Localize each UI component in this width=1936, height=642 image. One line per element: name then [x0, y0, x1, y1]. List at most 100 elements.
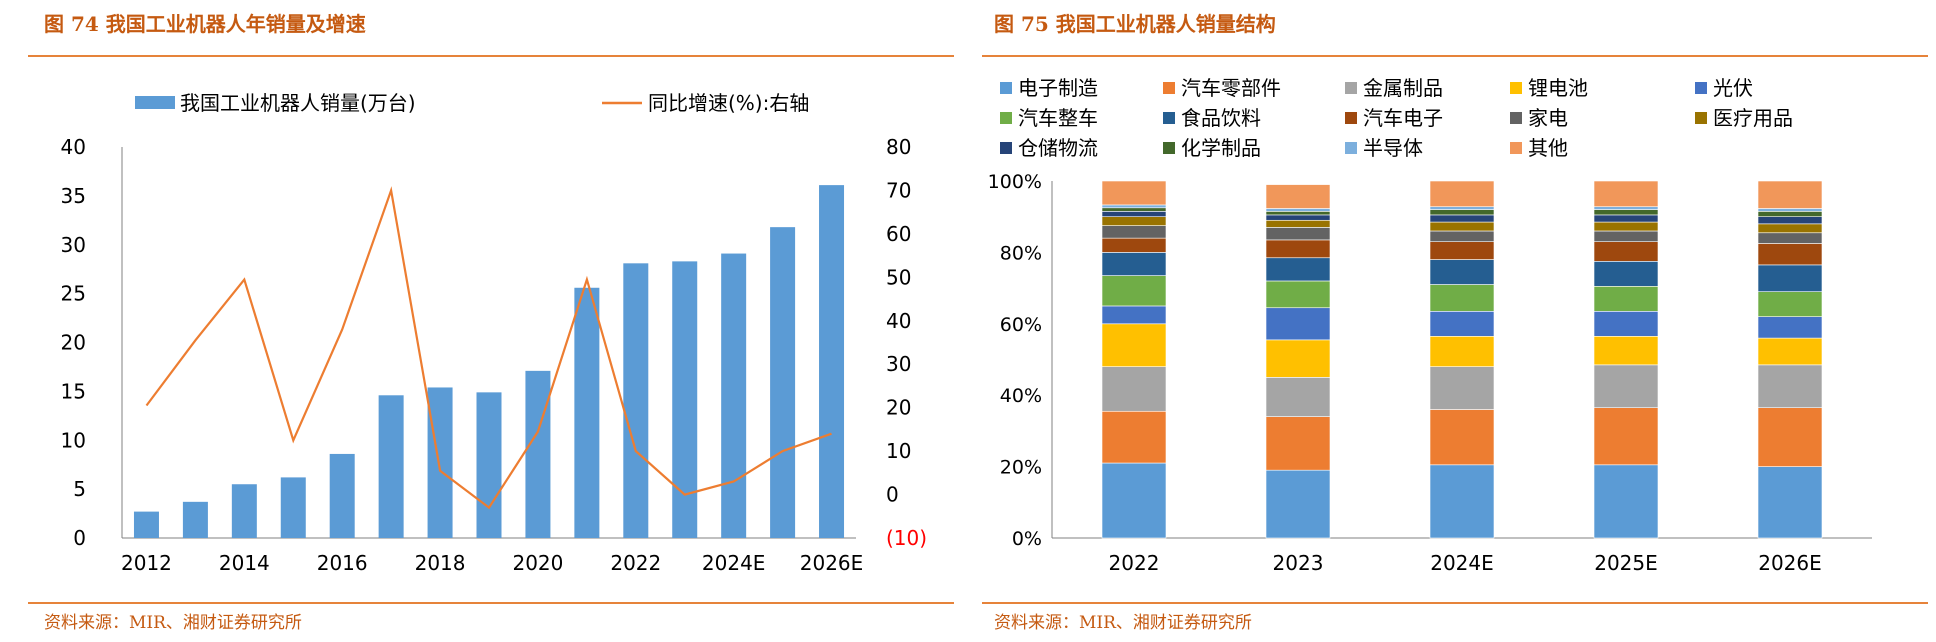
x-tick-label: 2026E [800, 551, 864, 575]
legend-label-growth: 同比增速(%):右轴 [648, 91, 809, 115]
legend-swatch [1510, 112, 1522, 124]
stack-segment [1593, 206, 1659, 210]
left-y-tick-label: 35 [61, 184, 86, 208]
right-y-tick-label: 10 [886, 439, 911, 463]
left-source-rule [28, 602, 954, 604]
stack-x-tick-label: 2022 [1109, 551, 1160, 575]
x-tick-label: 2024E [702, 551, 766, 575]
stack-segment [1593, 407, 1659, 466]
legend-label: 汽车整车 [1018, 106, 1098, 130]
growth-line [145, 186, 832, 510]
legend-label: 电子制造 [1018, 76, 1098, 100]
stack-segment [1757, 291, 1823, 317]
stack-segment [1429, 409, 1495, 466]
stack-segment [1429, 259, 1495, 285]
stack-segment [1593, 230, 1659, 242]
legend-swatch [1510, 82, 1522, 94]
stack-segment [1101, 237, 1167, 253]
x-tick-label: 2014 [219, 551, 270, 575]
stack-segment [1429, 366, 1495, 410]
sales-bar [378, 395, 404, 538]
stack-segment [1593, 464, 1659, 539]
stack-segment [1265, 208, 1331, 212]
stack-segment [1757, 223, 1823, 234]
stack-segment [1101, 462, 1167, 539]
left-y-tick-label: 20 [61, 331, 86, 355]
stack-segment [1757, 364, 1823, 408]
left-chart: 0 5 10 15 20 25 30 35 40 (10) 0 10 20 30 40 50 60 70 80 201… [61, 91, 928, 575]
right-y-tick-label: 60 [886, 222, 911, 246]
stack-segment [1593, 311, 1659, 337]
stack-segment [1265, 257, 1331, 282]
sales-bar [133, 511, 159, 538]
sales-bar [770, 227, 796, 538]
stack-segment [1757, 337, 1823, 366]
stack-segment [1757, 180, 1823, 209]
legend-swatch [1000, 112, 1012, 124]
stack-segment [1101, 225, 1167, 239]
legend-label: 其他 [1528, 136, 1568, 160]
stack-segment [1757, 243, 1823, 266]
stack-x-tick-label: 2026E [1758, 551, 1822, 575]
stack-x-tick-label: 2023 [1273, 551, 1324, 575]
right-y-tick-label: 50 [886, 265, 911, 289]
stack-segment [1429, 284, 1495, 312]
stack-segment [1593, 241, 1659, 262]
legend-label: 光伏 [1713, 76, 1753, 100]
right-source: 资料来源：MIR、湘财证券研究所 [994, 613, 1252, 633]
stack-segment [1101, 216, 1167, 226]
stack-segment [1265, 307, 1331, 341]
legend-label: 汽车零部件 [1181, 76, 1281, 100]
stack-x-tick-label: 2024E [1430, 551, 1494, 575]
x-tick-label: 2022 [610, 551, 661, 575]
stack-segment [1429, 214, 1495, 223]
right-y-tick-label: 70 [886, 178, 911, 202]
stack-segment [1265, 184, 1331, 209]
legend-label: 锂电池 [1528, 76, 1588, 100]
stack-segment [1101, 323, 1167, 367]
stack-segment [1265, 214, 1331, 221]
right-chart-title: 图 75 我国工业机器人销量结构 [994, 12, 1276, 36]
sales-bar [329, 453, 355, 538]
stack-y-tick-label: 0% [1012, 528, 1042, 550]
right-chart: 0% 20% 40% 60% 80% 100% 2022 2023 2024E 2025E 2026… [988, 76, 1872, 575]
legend-swatch [1163, 112, 1175, 124]
legend-swatch [1000, 82, 1012, 94]
stack-segment [1429, 180, 1495, 208]
stack-y-tick-label: 80% [1000, 242, 1042, 264]
legend-label: 化学制品 [1181, 136, 1261, 160]
left-y-tick-label: 5 [73, 477, 86, 501]
legend-label: 金属制品 [1363, 76, 1443, 100]
left-y-tick-label: 40 [61, 135, 86, 159]
stack-segment [1593, 180, 1659, 208]
legend-swatch [1695, 82, 1707, 94]
x-tick-label: 2018 [415, 551, 466, 575]
right-source-rule [982, 602, 1928, 604]
sales-bar [476, 392, 502, 538]
legend-swatch [1163, 82, 1175, 94]
stack-segment [1593, 364, 1659, 408]
sales-bar [182, 501, 208, 538]
stack-y-tick-label: 40% [1000, 385, 1042, 407]
stack-segment [1101, 410, 1167, 464]
left-y-tick-label: 15 [61, 379, 86, 403]
stack-segment [1429, 206, 1495, 210]
legend-swatch [1345, 142, 1357, 154]
sales-bar [280, 477, 306, 538]
legend-swatch [1695, 112, 1707, 124]
sales-bar [574, 287, 600, 538]
stack-segment [1593, 335, 1659, 366]
right-title-rule [982, 55, 1928, 57]
sales-bar [819, 185, 845, 538]
stack-segment [1429, 335, 1495, 367]
right-y-tick-label: 40 [886, 309, 911, 333]
stack-segment [1265, 219, 1331, 228]
stack-segment [1593, 286, 1659, 312]
stack-segment [1757, 466, 1823, 539]
right-y-tick-label: (10) [886, 526, 927, 550]
right-y-tick-label: 20 [886, 396, 911, 420]
x-tick-label: 2016 [317, 551, 368, 575]
stack-segment [1265, 339, 1331, 378]
stack-segment [1593, 214, 1659, 223]
sales-bar [623, 263, 649, 538]
